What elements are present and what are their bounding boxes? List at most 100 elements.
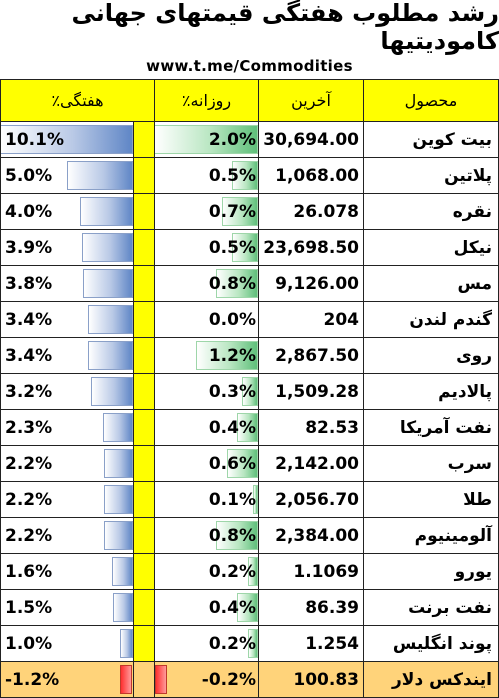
weekly-change-cell: 1.6% <box>0 553 134 590</box>
last-price-cell: 1,509.28 <box>258 373 364 410</box>
daily-change-cell: 0.6% <box>154 445 259 482</box>
weekly-change-cell: -1.2% <box>0 661 134 698</box>
weekly-change-value: 3.2% <box>5 381 53 402</box>
channel-link[interactable]: www.t.me/Commodities <box>146 57 353 75</box>
product-name-cell: ایندکس دلار <box>363 661 499 698</box>
daily-bar <box>221 197 258 226</box>
product-name-cell: یورو <box>363 553 499 590</box>
weekly-change-value: 1.0% <box>5 633 53 654</box>
weekly-change-value: 3.4% <box>5 309 53 330</box>
daily-bar <box>216 269 258 298</box>
daily-bar <box>195 341 258 370</box>
spacer-cell <box>133 157 155 194</box>
spacer-cell <box>133 373 155 410</box>
daily-change-value: 0.2% <box>208 561 256 582</box>
table-row: 3.4% 0.0% 204 گندم لندن <box>0 301 499 338</box>
daily-bar <box>155 125 258 154</box>
daily-change-cell: 0.5% <box>154 229 259 266</box>
daily-change-cell: 1.2% <box>154 337 259 374</box>
daily-change-value: 0.6% <box>208 453 256 474</box>
weekly-change-cell: 2.2% <box>0 517 134 554</box>
daily-change-cell: 0.4% <box>154 589 259 626</box>
daily-change-value: 2.0% <box>208 129 256 150</box>
daily-change-value: 0.2% <box>208 633 256 654</box>
last-price-cell: 100.83 <box>258 661 364 698</box>
table-row: 3.9% 0.5% 23,698.50 نیکل <box>0 229 499 266</box>
weekly-change-value: 2.2% <box>5 525 53 546</box>
daily-bar <box>232 161 258 190</box>
weekly-change-cell: 2.3% <box>0 409 134 446</box>
header-last: آخرین <box>258 79 364 122</box>
spacer-cell <box>133 265 155 302</box>
spacer-cell <box>133 589 155 626</box>
last-price-cell: 9,126.00 <box>258 265 364 302</box>
daily-change-value: 0.8% <box>208 525 256 546</box>
weekly-change-value: 2.3% <box>5 417 53 438</box>
spacer-cell <box>133 193 155 230</box>
last-price-cell: 1,068.00 <box>258 157 364 194</box>
daily-bar <box>242 377 258 406</box>
weekly-bar <box>104 449 133 478</box>
weekly-bar <box>80 197 133 226</box>
daily-change-value: 0.4% <box>208 597 256 618</box>
daily-change-cell: 0.4% <box>154 409 259 446</box>
spacer-cell <box>133 661 155 698</box>
weekly-change-value: 4.0% <box>5 201 53 222</box>
last-price-cell: 23,698.50 <box>258 229 364 266</box>
spacer-cell <box>133 517 155 554</box>
daily-change-cell: 0.2% <box>154 553 259 590</box>
last-price-cell: 26.078 <box>258 193 364 230</box>
spacer-cell <box>133 301 155 338</box>
table-row: 2.2% 0.1% 2,056.70 طلا <box>0 481 499 518</box>
daily-bar <box>232 233 258 262</box>
last-price-cell: 1.1069 <box>258 553 364 590</box>
daily-change-cell: 0.7% <box>154 193 259 230</box>
daily-bar <box>226 449 258 478</box>
table-row: 3.4% 1.2% 2,867.50 روی <box>0 337 499 374</box>
daily-change-value: 0.0% <box>208 309 256 330</box>
weekly-change-value: 5.0% <box>5 165 53 186</box>
weekly-bar <box>102 413 133 442</box>
table-row: 1.6% 0.2% 1.1069 یورو <box>0 553 499 590</box>
last-price-cell: 2,384.00 <box>258 517 364 554</box>
daily-change-value: 1.2% <box>208 345 256 366</box>
weekly-bar <box>1 125 133 154</box>
header-row: هفتگی٪ روزانه٪ آخرین محصول <box>0 79 499 122</box>
weekly-bar <box>88 341 133 370</box>
weekly-change-cell: 3.2% <box>0 373 134 410</box>
table-row: 1.5% 0.4% 86.39 نفت برنت <box>0 589 499 626</box>
spacer-cell <box>133 445 155 482</box>
daily-change-value: 0.5% <box>208 237 256 258</box>
daily-change-value: 0.8% <box>208 273 256 294</box>
weekly-change-value: 2.2% <box>5 453 53 474</box>
weekly-bar <box>111 557 133 586</box>
table-row: 2.2% 0.8% 2,384.00 آلومینیوم <box>0 517 499 554</box>
weekly-change-cell: 3.8% <box>0 265 134 302</box>
product-name-cell: پالادیم <box>363 373 499 410</box>
spacer-cell <box>133 409 155 446</box>
product-name-cell: روی <box>363 337 499 374</box>
weekly-change-cell: 4.0% <box>0 193 134 230</box>
weekly-change-value: 1.5% <box>5 597 53 618</box>
weekly-change-value: 3.9% <box>5 237 53 258</box>
product-name-cell: مس <box>363 265 499 302</box>
product-name-cell: نفت آمریکا <box>363 409 499 446</box>
daily-change-value: -0.2% <box>201 669 256 690</box>
table-row: 2.2% 0.6% 2,142.00 سرب <box>0 445 499 482</box>
weekly-change-cell: 3.4% <box>0 337 134 374</box>
weekly-bar <box>67 161 133 190</box>
daily-change-cell: 0.0% <box>154 301 259 338</box>
weekly-change-cell: 3.4% <box>0 301 134 338</box>
table-row: 2.3% 0.4% 82.53 نفت آمریکا <box>0 409 499 446</box>
daily-change-value: 0.7% <box>208 201 256 222</box>
weekly-bar <box>119 629 133 658</box>
weekly-change-value: 1.6% <box>5 561 53 582</box>
table-row: 5.0% 0.5% 1,068.00 پلاتین <box>0 157 499 194</box>
header-daily: روزانه٪ <box>154 79 259 122</box>
table-row: 3.2% 0.3% 1,509.28 پالادیم <box>0 373 499 410</box>
product-name-cell: گندم لندن <box>363 301 499 338</box>
header-weekly: هفتگی٪ <box>0 79 155 122</box>
weekly-bar <box>104 521 133 550</box>
spacer-cell <box>133 337 155 374</box>
commodities-table: هفتگی٪ روزانه٪ آخرین محصول 10.1% 2.0% 30,6… <box>0 79 499 698</box>
